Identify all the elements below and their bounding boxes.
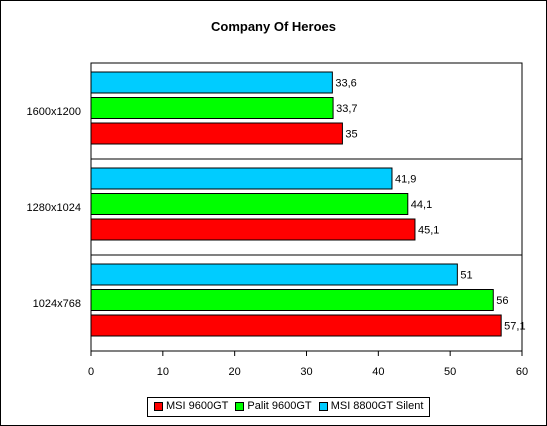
data-label: 33,7 bbox=[336, 103, 357, 115]
legend-swatch bbox=[154, 401, 163, 411]
x-tick-label: 10 bbox=[157, 366, 169, 378]
bar-chart: 1600x1200 33,6 33,7 35 1280x1024 41,9 44,1 45,1… bbox=[27, 62, 528, 378]
data-label: 33,6 bbox=[335, 78, 356, 90]
x-tick-label: 50 bbox=[444, 366, 456, 378]
bar-msi-8800gt-silent bbox=[90, 263, 458, 286]
legend-item-msi-8800gt-silent: MSI 8800GT Silent bbox=[318, 400, 424, 412]
legend-label: MSI 8800GT Silent bbox=[330, 400, 424, 412]
x-tick-label: 60 bbox=[516, 366, 528, 378]
x-tick-label: 0 bbox=[88, 366, 94, 378]
x-tick-label: 20 bbox=[229, 366, 241, 378]
legend-label: MSI 9600GT bbox=[166, 400, 229, 412]
bar-msi-8800gt-silent bbox=[90, 71, 333, 94]
x-tick-label: 40 bbox=[372, 366, 384, 378]
legend-swatch bbox=[235, 401, 245, 411]
legend-label: Palit 9600GT bbox=[247, 400, 312, 412]
bar-msi-9600gt bbox=[90, 122, 343, 145]
bar-msi-9600gt bbox=[90, 314, 502, 337]
data-label: 57,1 bbox=[504, 321, 525, 333]
data-label: 35 bbox=[345, 129, 357, 141]
bar-palit-9600gt bbox=[90, 193, 409, 215]
legend-item-palit-9600gt: Palit 9600GT bbox=[235, 400, 312, 412]
data-label: 41,9 bbox=[395, 174, 416, 186]
bar-msi-9600gt bbox=[90, 218, 416, 241]
legend: MSI 9600GT Palit 9600GT MSI 8800GT Silen… bbox=[147, 397, 431, 417]
data-label: 51 bbox=[460, 270, 472, 282]
category-label: 1280x1024 bbox=[27, 202, 81, 214]
legend-swatch bbox=[318, 401, 328, 411]
category-label: 1600x1200 bbox=[27, 106, 81, 118]
data-label: 44,1 bbox=[411, 199, 432, 211]
legend-item-msi-9600gt: MSI 9600GT bbox=[154, 400, 228, 412]
data-label: 45,1 bbox=[418, 225, 439, 237]
bar-msi-8800gt-silent bbox=[90, 167, 393, 190]
bar-palit-9600gt bbox=[90, 97, 334, 119]
data-label: 56 bbox=[496, 295, 508, 307]
x-tick-label: 30 bbox=[300, 366, 312, 378]
category-label: 1024x768 bbox=[33, 298, 81, 310]
bar-palit-9600gt bbox=[90, 289, 494, 311]
chart-title: Company Of Heroes bbox=[211, 19, 336, 34]
